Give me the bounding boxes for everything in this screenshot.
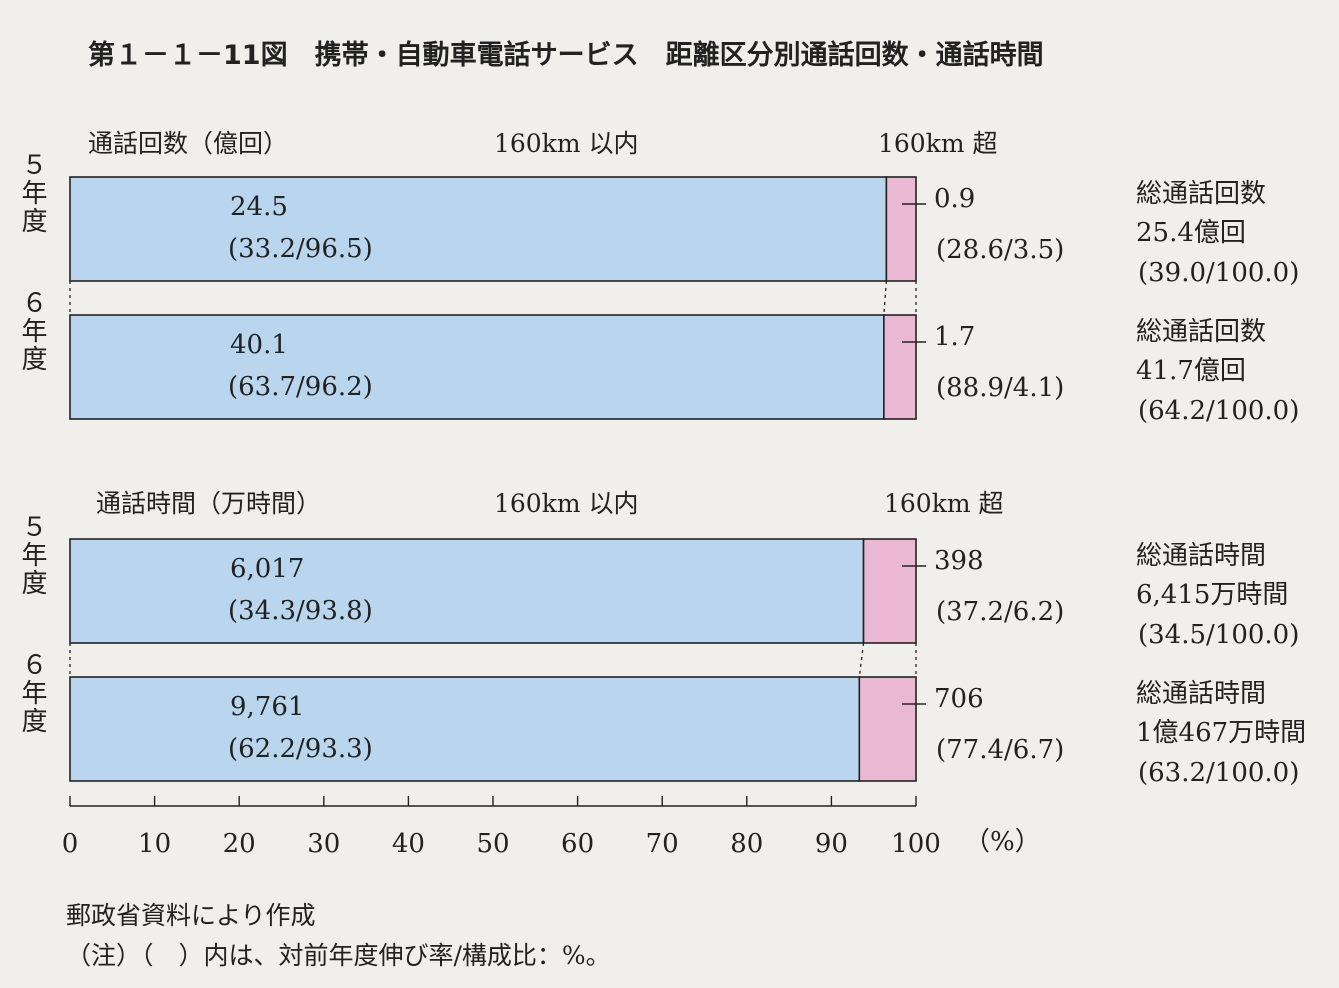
bar-over-160km xyxy=(862,538,917,644)
panel-label: 通話時間（万時間） xyxy=(96,489,321,518)
bar-value-over: 0.9 xyxy=(934,184,975,214)
bar-within-160km xyxy=(69,314,885,420)
year-label: ５年度 xyxy=(17,513,47,597)
connector-split xyxy=(858,642,865,678)
total-note: (39.0/100.0) xyxy=(1138,258,1299,288)
bar-over-160km xyxy=(885,176,917,282)
panel-label: 通話回数（億回） xyxy=(88,129,288,158)
total-note: (63.2/100.0) xyxy=(1138,758,1299,788)
bar-value-over: 398 xyxy=(934,546,984,576)
column-label-within: 160km 以内 xyxy=(494,129,639,158)
total-value: 25.4億回 xyxy=(1136,218,1246,248)
axis-unit-label: （%） xyxy=(964,827,1041,857)
bar-over-160km xyxy=(883,314,917,420)
connector-split xyxy=(883,280,888,316)
bar-note-over: (88.9/4.1) xyxy=(936,373,1064,403)
year-label: ６年度 xyxy=(17,651,47,735)
x-tick-label: 100 xyxy=(891,829,941,859)
total-note: (34.5/100.0) xyxy=(1138,620,1299,650)
x-tick-label: 0 xyxy=(62,829,79,859)
column-label-over: 160km 超 xyxy=(878,129,998,158)
x-tick-label: 60 xyxy=(561,829,594,859)
bar-within-160km xyxy=(69,538,865,644)
bar-note-within: (62.2/93.3) xyxy=(228,734,373,764)
bar-note-over: (77.4/6.7) xyxy=(936,735,1064,765)
bar-value-within: 40.1 xyxy=(230,330,288,360)
x-tick-label: 20 xyxy=(223,829,256,859)
figure-title: 第１－１－11図 携帯・自動車電話サービス 距離区分別通話回数・通話時間 xyxy=(88,39,1044,71)
total-label: 総通話時間 xyxy=(1136,679,1266,709)
year-label: ６年度 xyxy=(17,289,47,373)
total-value: 6,415万時間 xyxy=(1136,580,1288,610)
x-tick-label: 90 xyxy=(815,829,848,859)
column-label-over: 160km 超 xyxy=(884,489,1004,518)
bar-value-over: 1.7 xyxy=(934,322,975,352)
bar-within-160km xyxy=(69,676,861,782)
x-tick-label: 70 xyxy=(646,829,679,859)
bar-value-within: 6,017 xyxy=(230,554,304,584)
total-note: (64.2/100.0) xyxy=(1138,396,1299,426)
bar-within-160km xyxy=(69,176,888,282)
year-label: ５年度 xyxy=(17,151,47,235)
total-label: 総通話回数 xyxy=(1136,317,1266,347)
source-note: 郵政省資料により作成 xyxy=(66,901,316,930)
bar-over-160km xyxy=(858,676,917,782)
bar-note-within: (33.2/96.5) xyxy=(228,234,373,264)
column-label-within: 160km 以内 xyxy=(494,489,639,518)
total-value: 41.7億回 xyxy=(1136,356,1246,386)
total-label: 総通話時間 xyxy=(1136,541,1266,571)
x-tick-label: 40 xyxy=(392,829,425,859)
bar-value-within: 24.5 xyxy=(230,192,288,222)
x-tick-label: 10 xyxy=(138,829,171,859)
bar-note-over: (28.6/3.5) xyxy=(936,235,1064,265)
bar-note-within: (34.3/93.8) xyxy=(228,596,373,626)
bar-note-within: (63.7/96.2) xyxy=(228,372,373,402)
bar-note-over: (37.2/6.2) xyxy=(936,597,1064,627)
bar-value-within: 9,761 xyxy=(230,692,304,722)
x-tick-label: 50 xyxy=(476,829,509,859)
footnote: （注）（ ）内は、対前年度伸び率/構成比：%。 xyxy=(66,941,611,970)
x-tick-label: 80 xyxy=(730,829,763,859)
total-value: 1億467万時間 xyxy=(1136,718,1306,748)
total-label: 総通話回数 xyxy=(1136,179,1266,209)
bar-value-over: 706 xyxy=(934,684,984,714)
x-tick-label: 30 xyxy=(307,829,340,859)
